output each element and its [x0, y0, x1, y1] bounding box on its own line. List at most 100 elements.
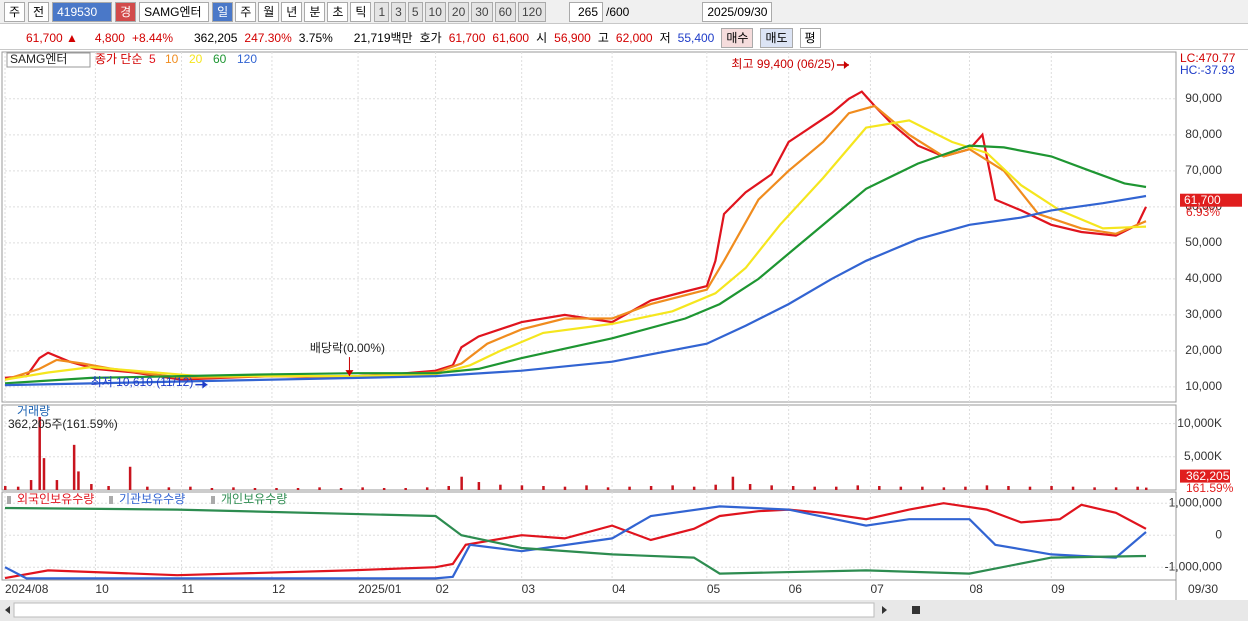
x-tick-label: 2024/08	[5, 582, 49, 596]
buy-button[interactable]: 매수	[721, 27, 754, 48]
volume: 362,205	[194, 30, 238, 45]
open-label: 시	[536, 31, 548, 45]
arrow-head	[843, 60, 849, 69]
volume-bar	[1093, 487, 1096, 490]
toolbar-button[interactable]: 20	[447, 1, 470, 22]
volume-bar	[477, 482, 481, 490]
legend-entry: 기관보유수량	[119, 492, 185, 506]
volume-bar	[29, 480, 33, 490]
volume-bar	[813, 486, 816, 490]
price-tag: 61,700	[1184, 193, 1221, 207]
volume-bar	[447, 486, 450, 490]
toolbar-button[interactable]: 10	[424, 1, 446, 22]
toolbar-button[interactable]: 60	[494, 1, 516, 22]
bid: 61,600	[492, 30, 530, 45]
volume-bar	[731, 476, 735, 490]
toolbar-button[interactable]: 년	[281, 1, 303, 22]
stop[interactable]	[912, 606, 920, 614]
market[interactable]: 주	[4, 1, 26, 22]
badge: 경	[115, 1, 137, 22]
volume-bar	[520, 485, 524, 490]
scroll-left[interactable]	[5, 606, 10, 614]
volume-bar	[382, 488, 386, 490]
sell-button[interactable]: 매도	[760, 27, 793, 48]
toolbar-button[interactable]: 3	[391, 1, 406, 22]
intervals: 1 3 5 10 20 30 60 120	[374, 1, 546, 22]
volume-bar	[253, 488, 257, 490]
toolbar-button[interactable]: 1	[374, 1, 390, 22]
avg-button[interactable]: 평	[799, 27, 821, 48]
volume-bar	[1007, 486, 1010, 490]
volume-bar	[791, 486, 795, 490]
volume-bar	[107, 486, 110, 490]
ask: 61,700	[448, 30, 486, 45]
x-tick-label: 11	[182, 582, 195, 596]
toolbar-button[interactable]: 분	[304, 1, 326, 22]
prev[interactable]: 전	[28, 1, 50, 22]
volume-bar	[1114, 487, 1118, 490]
x-end-label: 09/30	[1188, 582, 1218, 596]
volume-bar	[16, 486, 20, 490]
x-tick-label: 2025/01	[358, 582, 402, 596]
toolbar-button[interactable]: 틱	[350, 1, 372, 22]
volume-bar	[499, 484, 502, 490]
y-tick-label: 80,000	[1185, 127, 1222, 141]
y-tick-label: 20,000	[1185, 343, 1222, 357]
series-line	[4, 90, 1147, 381]
high: 62,000	[615, 30, 653, 45]
low-label: 저	[659, 31, 671, 45]
volume-bar	[542, 486, 545, 490]
series-line	[4, 194, 1147, 387]
volume-bar	[748, 484, 752, 490]
arrow-head	[345, 370, 354, 377]
x-tick-label: 08	[969, 582, 983, 596]
count-max: /600	[606, 4, 630, 19]
volume-bar	[606, 487, 610, 490]
annotation: 최저 10,610 (11/12)	[91, 375, 194, 389]
stock-name[interactable]: SAMG엔터	[139, 1, 210, 22]
series-line	[4, 144, 1147, 385]
toolbar-button[interactable]: 월	[258, 1, 280, 22]
volume-bar	[72, 444, 76, 490]
y-tick-label: 40,000	[1185, 271, 1222, 285]
toolbar-button[interactable]: 120	[517, 1, 546, 22]
volume-bar	[692, 486, 696, 490]
volume-bar	[878, 486, 881, 490]
code-input[interactable]: 419530	[52, 1, 113, 22]
toolbar-button[interactable]: 일	[212, 1, 234, 22]
legend-swatch	[211, 496, 215, 504]
y-tick-label: 10,000	[1185, 379, 1222, 393]
arrow-head	[202, 380, 208, 389]
volume-bar	[985, 485, 989, 490]
volume-bar	[275, 488, 278, 490]
volume-bar	[296, 488, 300, 490]
x-tick-label: 12	[272, 582, 286, 596]
panel-frame	[1, 51, 1177, 403]
hc-label: HC:-37.93	[1180, 63, 1235, 77]
chart-title: SAMG엔터	[10, 52, 67, 66]
high-label: 고	[597, 31, 609, 45]
change-tag: 6.93%	[1186, 205, 1220, 219]
volume-bar	[55, 480, 59, 490]
panel-frame	[1, 404, 1177, 491]
volume-bar	[770, 485, 773, 490]
volume-bar	[146, 486, 149, 490]
toolbar-button[interactable]: 30	[471, 1, 493, 22]
scroll-right[interactable]	[882, 606, 887, 614]
series-line	[4, 502, 1147, 580]
quote-label: 호가	[419, 31, 442, 45]
volume-bar	[1136, 486, 1139, 490]
toolbar-button[interactable]: 주	[235, 1, 257, 22]
x-tick-label: 02	[436, 582, 450, 596]
toolbar-button[interactable]: 5	[407, 1, 423, 22]
count[interactable]: 265	[569, 1, 603, 22]
volume-bar	[232, 487, 235, 490]
toolbar-button[interactable]: 초	[327, 1, 349, 22]
series-line	[4, 505, 1147, 580]
date[interactable]: 2025/09/30	[702, 1, 773, 22]
volume-bar	[189, 486, 192, 490]
legend-prefix: 종가 단순	[95, 52, 143, 66]
